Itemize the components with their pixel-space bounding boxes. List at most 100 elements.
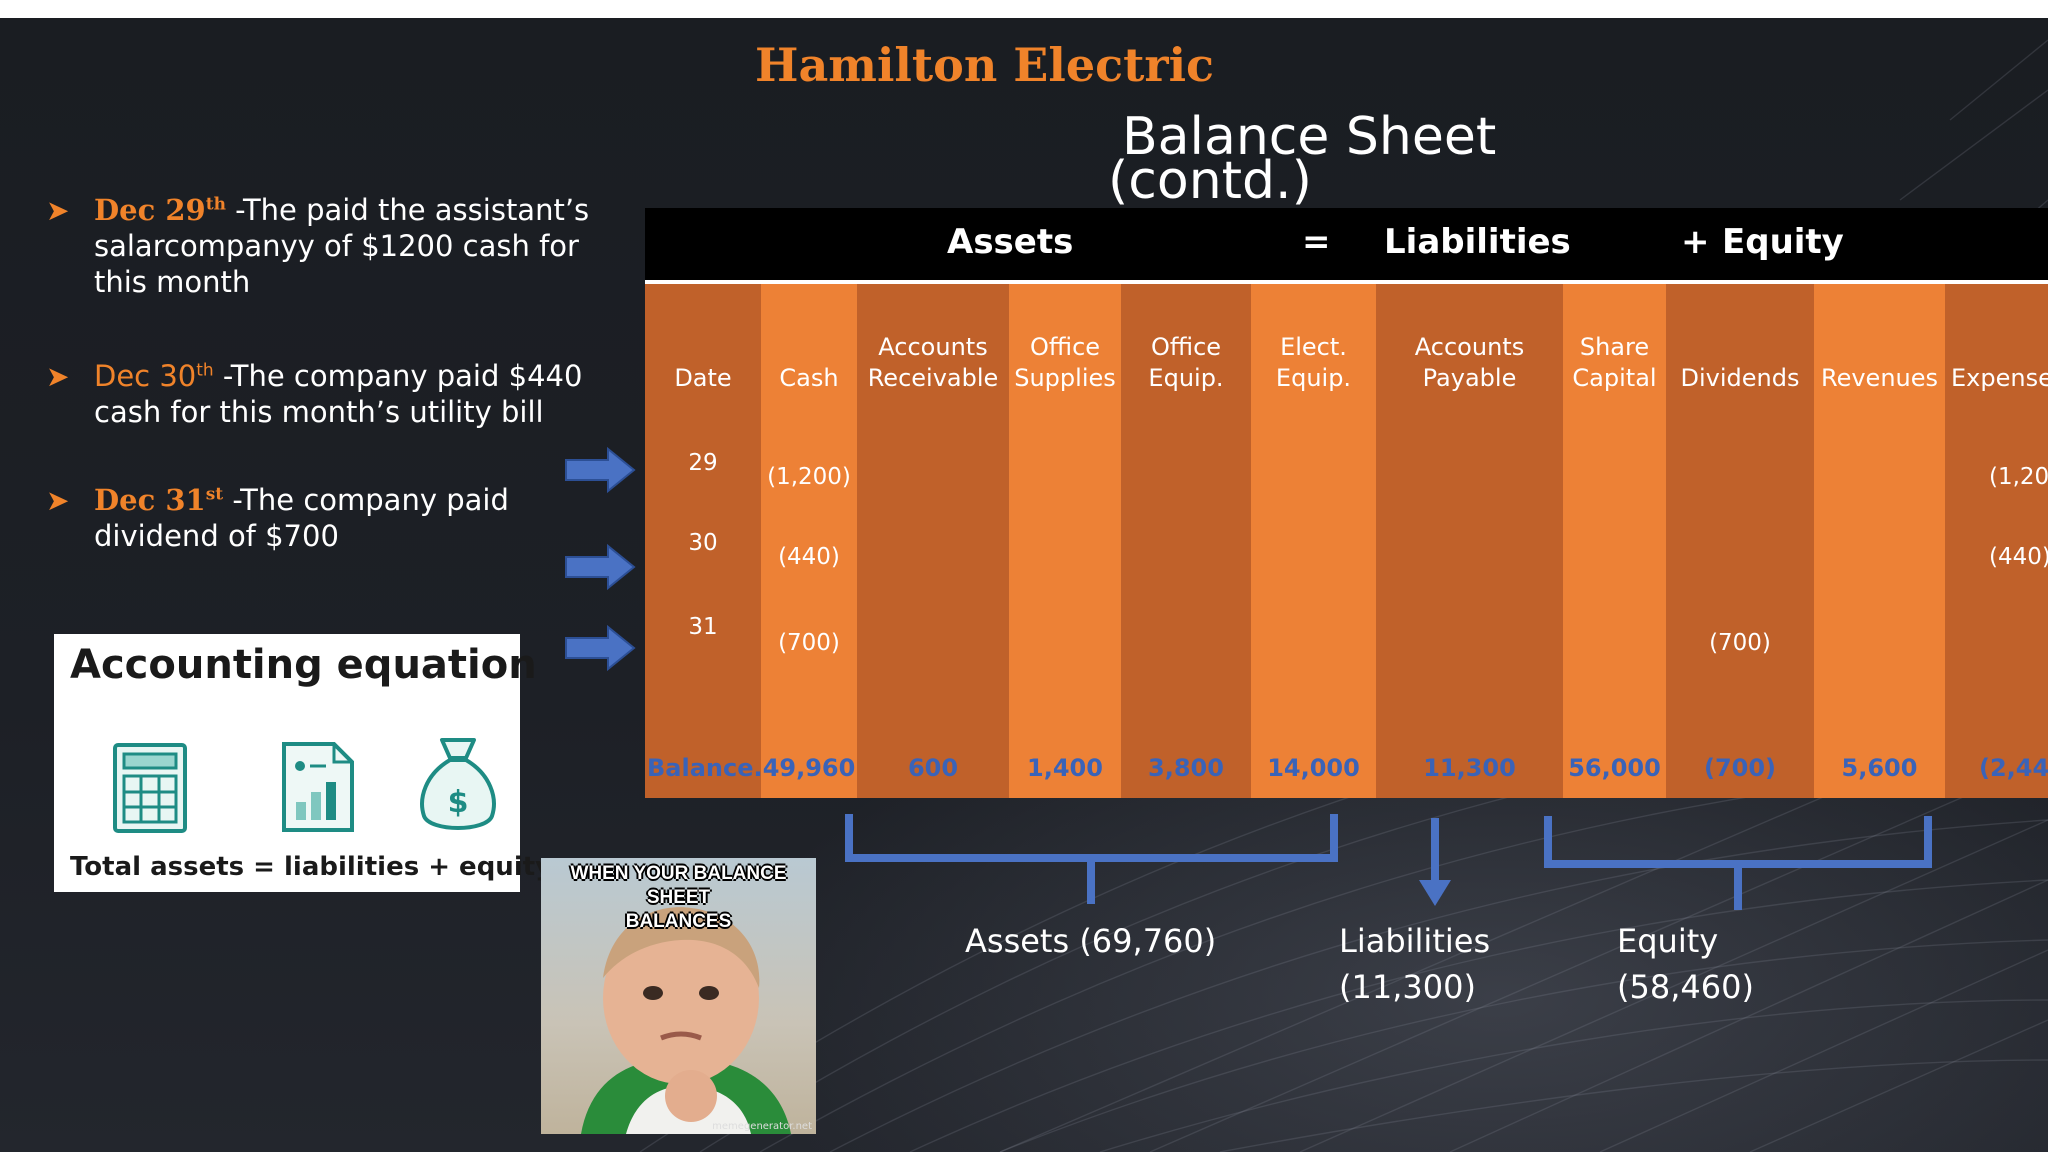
equity-total: Equity (58,460)	[1617, 918, 1754, 1010]
assets-total: Assets (69,760)	[965, 922, 1217, 960]
balance-os: 1,400	[1027, 754, 1103, 782]
column-ar: Accounts Receivable 600	[857, 284, 1009, 798]
column-header-line2: Supplies	[1014, 364, 1116, 392]
header-plus: +	[1681, 222, 1710, 262]
column-date: Date 29 30 31 Balance.	[645, 284, 763, 798]
bullet-description: -The paid the assistant’s salarcompanyy …	[94, 193, 590, 299]
calculator-icon	[113, 743, 187, 833]
row-arrow-icon	[565, 446, 636, 494]
column-os: Office Supplies 1,400	[1009, 284, 1121, 798]
liabilities-total: Liabilities (11,300)	[1339, 918, 1490, 1010]
column-header-line1: Dividends	[1680, 364, 1800, 392]
row-arrow-icon	[565, 543, 636, 591]
column-header-line1: Accounts	[878, 333, 988, 361]
sheet-title-line1: Balance Sheet	[1122, 107, 1497, 167]
column-header-line1: Date	[674, 364, 732, 392]
balance-ar: 600	[907, 754, 959, 782]
column-header-line1: Accounts	[1414, 333, 1525, 361]
column-header-rev: Revenues	[1814, 363, 1945, 394]
sheet-title-line2: (contd.)	[1108, 151, 1312, 211]
header-divider	[645, 280, 2048, 284]
money-bag-icon: $	[420, 738, 496, 830]
column-header-line1: Elect.	[1280, 333, 1347, 361]
balance-ee: 14,000	[1267, 754, 1360, 782]
top-white-bar	[0, 0, 2048, 18]
cell-exp-row1: (1,200)	[1989, 464, 2048, 490]
column-ee: Elect. Equip. 14,000	[1251, 284, 1376, 798]
cell-date-row2: 30	[688, 530, 718, 556]
balance-sheet-table: Assets = Liabilities + Equity Date 29 30 31…	[645, 208, 2048, 798]
column-header-line2: Equip.	[1148, 364, 1224, 392]
column-header-line1: Share	[1579, 333, 1650, 361]
success-kid-picture	[541, 858, 816, 1134]
column-header-line1: Expenses	[1951, 364, 2048, 392]
bullet-date: Dec 29	[94, 193, 206, 227]
header-equity: Equity	[1722, 222, 1844, 262]
bullet-text: Dec 29th -The paid the assistant’s salar…	[94, 192, 614, 300]
sheet-title: Balance Sheet (contd.)	[1108, 107, 1497, 211]
column-header-line2: Capital	[1572, 364, 1657, 392]
column-header-line2: Payable	[1422, 364, 1517, 392]
svg-text:$: $	[448, 785, 469, 820]
accounting-equation-card: Accounting equation $ Total assets = lia…	[54, 634, 552, 892]
bullet-description: -The company paid dividend of $700	[94, 483, 509, 553]
column-header-os: Office Supplies	[1009, 332, 1121, 394]
equation-title: Accounting equation	[70, 642, 537, 688]
cell-cash-row3: (700)	[778, 630, 840, 656]
bullet-date-suffix: th	[196, 360, 214, 381]
bullet-arrow-icon: ➤	[46, 194, 70, 227]
equity-total-value: (58,460)	[1617, 968, 1754, 1006]
column-exp: Expenses (1,200) (440) (2,440)	[1945, 284, 2048, 798]
meme-caption: WHEN YOUR BALANCE SHEET BALANCES	[541, 862, 816, 934]
header-assets: Assets	[947, 222, 1074, 262]
column-header-line2: Receivable	[867, 364, 999, 392]
bullet-text: Dec 30th -The company paid $440 cash for…	[94, 358, 614, 430]
cell-div-row3: (700)	[1709, 630, 1771, 656]
bullet-text: Dec 31st -The company paid dividend of $…	[94, 482, 614, 554]
bullet-date-suffix: th	[205, 194, 226, 215]
balance-rev: 5,600	[1841, 754, 1918, 782]
bullet-date: Dec 31	[94, 483, 206, 517]
equity-total-label: Equity	[1617, 922, 1719, 960]
cell-date-row3: 31	[688, 614, 718, 640]
header-equals: =	[1302, 222, 1331, 262]
meme-image: WHEN YOUR BALANCE SHEET BALANCES memegen…	[541, 858, 816, 1134]
column-header-line1: Cash	[779, 364, 839, 392]
column-header-div: Dividends	[1666, 363, 1814, 394]
bullet-arrow-icon: ➤	[46, 484, 70, 517]
cell-exp-row2: (440)	[1989, 544, 2048, 570]
column-header-sc: Share Capital	[1563, 332, 1666, 394]
bullet-arrow-icon: ➤	[46, 360, 70, 393]
table-header-bar	[645, 208, 2048, 280]
balance-sc: 56,000	[1568, 754, 1661, 782]
column-header-ap: Accounts Payable	[1376, 332, 1563, 394]
column-oe: Office Equip. 3,800	[1121, 284, 1251, 798]
cell-cash-row2: (440)	[778, 544, 840, 570]
equation-caption: Total assets = liabilities + equity	[70, 852, 553, 882]
balance-cash: 49,960	[762, 754, 856, 782]
bullet-description: -The company paid $440 cash for this mon…	[94, 359, 583, 429]
bullet-date: Dec 30	[94, 359, 197, 393]
column-header-oe: Office Equip.	[1121, 332, 1251, 394]
meme-caption-line1: WHEN YOUR BALANCE SHEET	[570, 863, 787, 908]
meme-credit: memegenerator.net	[712, 1121, 812, 1132]
cell-cash-row1: (1,200)	[767, 464, 851, 490]
row-arrow-icon	[565, 624, 636, 672]
column-header-cash: Cash	[761, 363, 857, 394]
column-div: Dividends (700) (700)	[1666, 284, 1814, 798]
cell-date-row1: 29	[688, 450, 718, 476]
company-title: Hamilton Electric	[755, 38, 1215, 92]
balance-div: (700)	[1703, 754, 1777, 782]
column-rev: Revenues 5,600	[1814, 284, 1945, 798]
column-header-ar: Accounts Receivable	[857, 332, 1009, 394]
column-header-line1: Revenues	[1820, 364, 1939, 392]
column-ap: Accounts Payable 11,300	[1376, 284, 1563, 798]
column-header-line1: Office	[1150, 333, 1222, 361]
column-header-exp: Expenses	[1945, 363, 2048, 394]
header-liabilities: Liabilities	[1384, 222, 1571, 262]
bullet-date-suffix: st	[205, 484, 224, 505]
balance-date: Balance.	[647, 754, 763, 782]
liabilities-total-value: (11,300)	[1339, 968, 1476, 1006]
column-sc: Share Capital 56,000	[1563, 284, 1666, 798]
report-chart-icon	[282, 742, 354, 832]
